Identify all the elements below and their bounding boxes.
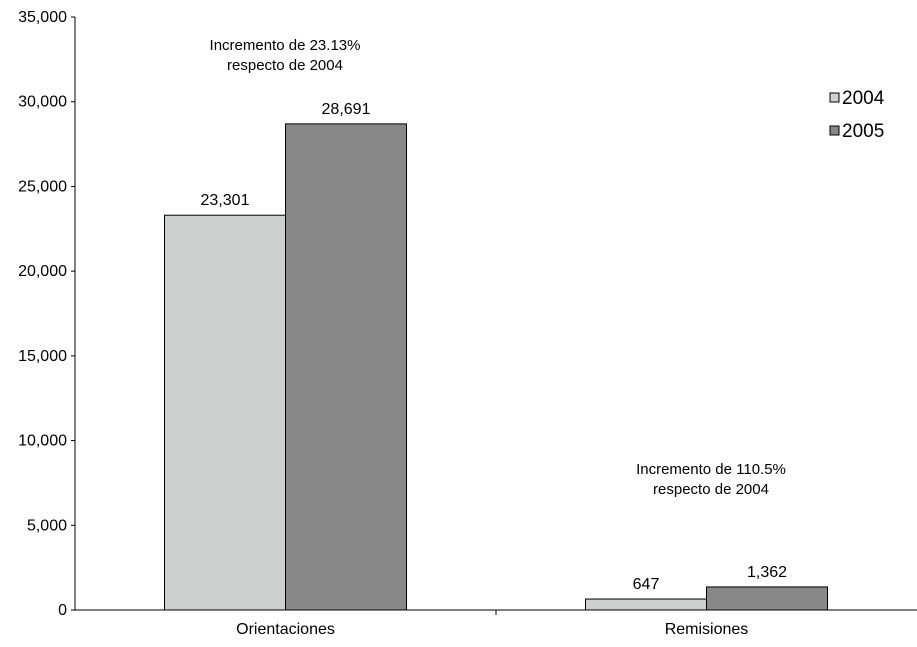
y-tick-label: 5,000: [27, 517, 67, 534]
y-tick-label: 30,000: [18, 94, 67, 111]
annotation-orientaciones: respecto de 2004: [227, 57, 343, 74]
annotation-orientaciones: Incremento de 23.13%: [210, 37, 361, 54]
x-tick-label-remisiones: Remisiones: [665, 621, 749, 638]
y-tick-label: 0: [58, 602, 67, 619]
x-tick-label-orientaciones: Orientaciones: [236, 621, 335, 638]
legend-swatch-2005: [829, 125, 840, 136]
data-label-2004-orientaciones: 23,301: [201, 192, 250, 209]
y-tick-label: 20,000: [18, 263, 67, 280]
bar-2005-remisiones: [706, 586, 828, 611]
data-label-2004-remisiones: 647: [633, 576, 660, 593]
bar-2004-remisiones: [585, 598, 707, 611]
annotation-remisiones: Incremento de 110.5%: [636, 461, 786, 478]
legend-label-2005: 2005: [842, 121, 884, 142]
y-tick-label: 15,000: [18, 348, 67, 365]
y-tick-label: 10,000: [18, 433, 67, 450]
bar-2005-orientaciones: [285, 123, 407, 611]
data-label-2005-remisiones: 1,362: [747, 564, 787, 581]
legend-swatch-2004: [829, 92, 840, 103]
y-tick-label: 25,000: [18, 178, 67, 195]
y-tick-label: 35,000: [18, 9, 67, 26]
annotation-remisiones: respecto de 2004: [653, 481, 769, 498]
legend-label-2004: 2004: [842, 88, 885, 109]
data-label-2005-orientaciones: 28,691: [322, 101, 371, 118]
bar-2004-orientaciones: [164, 214, 286, 611]
